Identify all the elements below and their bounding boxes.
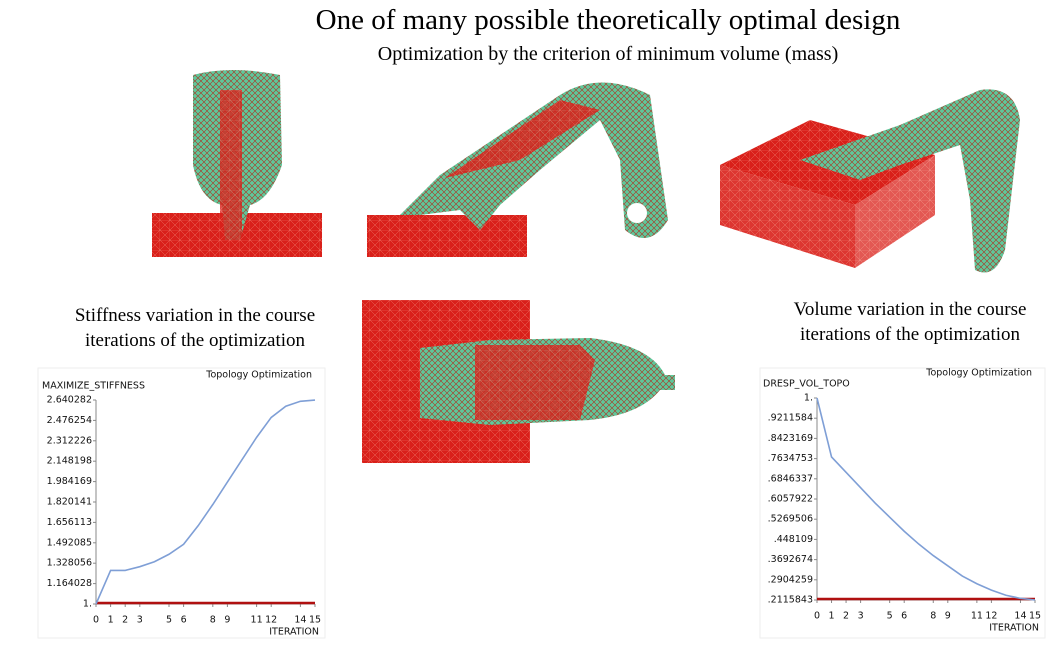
y-tick-label: 1.656113	[47, 517, 92, 528]
x-tick-label: 1	[108, 615, 114, 626]
y-tick-label: .448109	[774, 534, 813, 545]
x-tick-label: 3	[858, 611, 864, 622]
y-tick-label: 2.640282	[47, 395, 92, 406]
model-front	[152, 70, 322, 257]
x-tick-label: 14	[294, 615, 306, 626]
x-tick-label: 9	[224, 615, 230, 626]
caption-line: iterations of the optimization	[799, 324, 1021, 345]
y-tick-label: 1.164028	[47, 578, 92, 589]
x-axis-label: ITERATION	[269, 627, 319, 638]
y-tick-label: .6846337	[768, 473, 813, 484]
slide-subtitle: Optimization by the criterion of minimum…	[377, 43, 839, 65]
x-tick-label: 15	[309, 615, 321, 626]
y-tick-label: 2.312226	[47, 435, 92, 446]
model-top	[362, 300, 675, 463]
caption: Stiffness variation in the course iterat…	[40, 303, 350, 353]
x-tick-label: 2	[122, 615, 128, 626]
y-tick-label: 1.	[804, 393, 813, 404]
x-tick-label: 9	[945, 611, 951, 622]
y-tick-label: .8423169	[768, 433, 813, 444]
model-iso	[720, 89, 1020, 273]
x-tick-label: 8	[210, 615, 216, 626]
y-tick-label: 1.	[83, 599, 92, 610]
y-tick-label: 1.984169	[47, 476, 92, 487]
x-tick-label: 8	[930, 611, 936, 622]
y-tick-label: .2904259	[768, 574, 813, 585]
x-axis-label: ITERATION	[989, 623, 1039, 634]
x-tick-label: 15	[1029, 611, 1041, 622]
x-tick-label: 5	[887, 611, 893, 622]
y-tick-label: .6057922	[768, 494, 813, 505]
caption: Volume variation in the course iteration…	[760, 297, 1060, 347]
y-axis-label: MAXIMIZE_STIFFNESS	[42, 381, 145, 392]
chart-title: Topology Optimization	[205, 370, 312, 381]
y-tick-label: 1.328056	[47, 558, 92, 569]
model-side	[367, 82, 668, 257]
x-tick-label: 11	[251, 615, 263, 626]
x-tick-label: 2	[843, 611, 849, 622]
y-tick-label: 2.148198	[47, 456, 92, 467]
y-tick-label: .5269506	[768, 514, 813, 525]
x-tick-label: 12	[265, 615, 277, 626]
x-tick-label: 6	[181, 615, 187, 626]
slide-title: One of many possible theoretically optim…	[315, 4, 901, 36]
caption-line: Volume variation in the course	[793, 299, 1027, 320]
y-axis-label: DRESP_VOL_TOPO	[763, 379, 850, 390]
y-tick-label: 1.820141	[47, 497, 92, 508]
x-tick-label: 12	[985, 611, 997, 622]
x-tick-label: 14	[1014, 611, 1026, 622]
x-tick-label: 5	[166, 615, 172, 626]
data-line	[95, 399, 316, 605]
x-tick-label: 1	[829, 611, 835, 622]
x-tick-label: 11	[971, 611, 983, 622]
data-line	[816, 397, 1036, 601]
y-tick-label: .7634753	[768, 453, 813, 464]
caption-line: Stiffness variation in the course	[74, 305, 316, 326]
y-tick-label: .9211584	[768, 413, 813, 424]
y-tick-label: 2.476254	[47, 415, 92, 426]
caption-line: iterations of the optimization	[84, 330, 306, 351]
x-tick-label: 0	[93, 615, 99, 626]
y-tick-label: .2115843	[768, 595, 813, 606]
chart-title: Topology Optimization	[925, 368, 1032, 379]
x-tick-label: 6	[901, 611, 907, 622]
y-tick-label: .3692674	[768, 554, 813, 565]
x-tick-label: 0	[814, 611, 820, 622]
y-tick-label: 1.492085	[47, 537, 92, 548]
x-tick-label: 3	[137, 615, 143, 626]
